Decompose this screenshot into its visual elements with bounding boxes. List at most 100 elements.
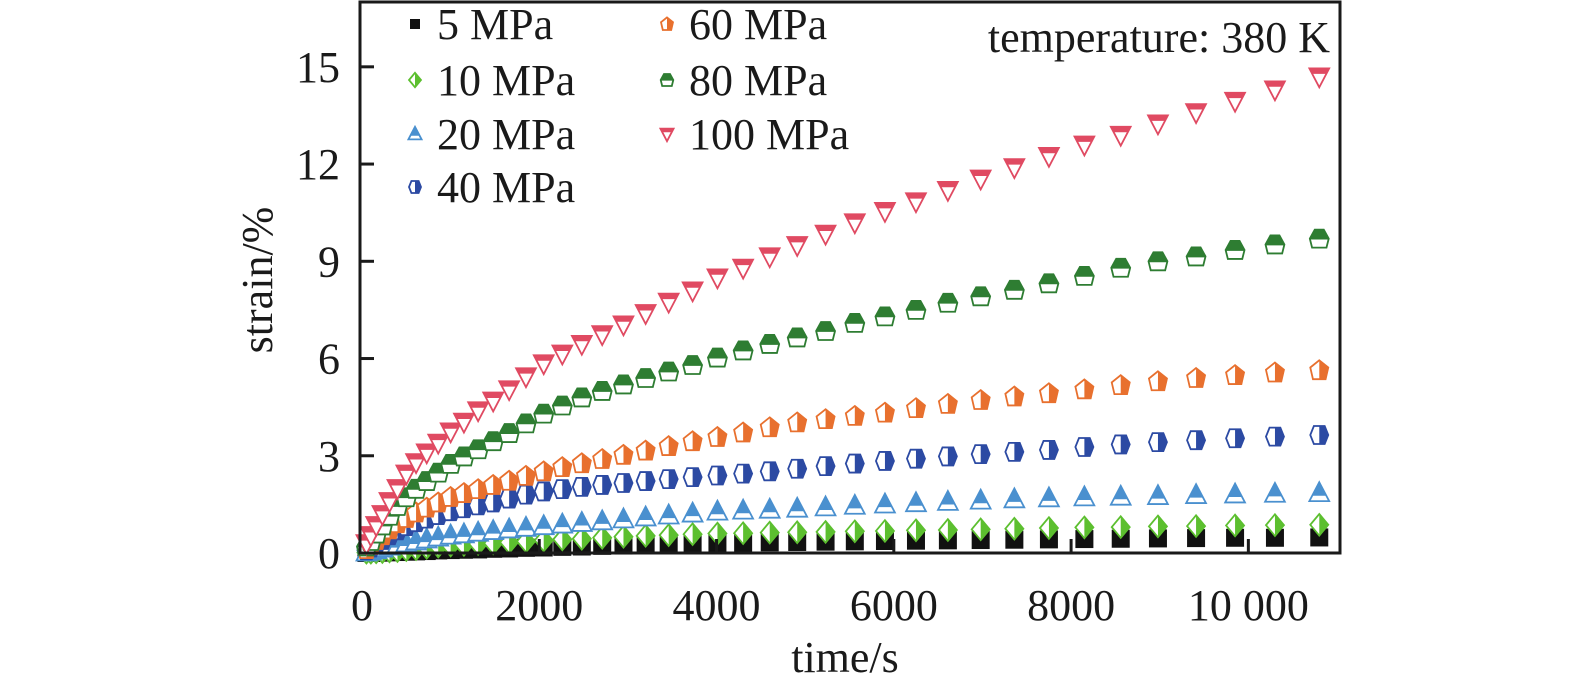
data-point <box>613 473 634 493</box>
data-point <box>1146 114 1170 137</box>
data-point <box>731 258 755 281</box>
data-point <box>1002 158 1026 181</box>
data-point <box>1003 279 1025 300</box>
data-point <box>874 306 896 327</box>
y-tick-label: 6 <box>318 335 340 384</box>
data-point <box>787 411 808 433</box>
data-point <box>759 416 780 438</box>
data-point <box>658 434 679 456</box>
data-point <box>1004 385 1025 407</box>
data-point <box>550 511 574 534</box>
data-point <box>552 479 573 500</box>
data-point <box>1038 382 1059 404</box>
data-point <box>1310 528 1329 547</box>
data-point <box>482 431 504 452</box>
x-tick-label: 6000 <box>850 581 938 630</box>
data-point <box>1038 273 1060 294</box>
data-point <box>481 518 505 540</box>
data-point <box>592 525 613 550</box>
data-point <box>1307 480 1331 503</box>
data-point <box>634 304 658 326</box>
data-point <box>1110 434 1131 455</box>
data-point <box>758 496 782 519</box>
data-point <box>1002 486 1026 509</box>
data-point <box>969 487 993 510</box>
data-point <box>787 520 808 545</box>
data-point <box>612 506 635 529</box>
data-point <box>658 469 679 490</box>
data-point <box>1038 515 1060 541</box>
data-point <box>481 391 505 414</box>
data-point <box>467 439 489 460</box>
data-point <box>466 401 490 424</box>
data-point <box>936 180 960 203</box>
data-point <box>552 456 573 478</box>
data-point <box>404 453 428 475</box>
data-point <box>937 292 959 313</box>
data-point <box>1264 361 1285 383</box>
data-point <box>815 519 836 545</box>
data-point <box>1226 528 1245 547</box>
data-point <box>497 380 521 403</box>
data-point <box>937 446 958 467</box>
data-point <box>514 367 538 390</box>
data-point <box>657 502 681 525</box>
data-point <box>1185 513 1207 539</box>
data-point <box>571 452 592 474</box>
data-point <box>1109 125 1133 148</box>
x-tick-label: 10 000 <box>1188 581 1309 630</box>
data-point <box>1146 483 1170 505</box>
data-point <box>551 395 573 416</box>
data-point <box>1109 483 1133 506</box>
data-point <box>1074 437 1095 457</box>
data-point <box>1147 370 1168 392</box>
data-point <box>386 479 409 501</box>
data-point <box>635 523 656 549</box>
x-tick-label: 8000 <box>1027 581 1115 630</box>
data-point <box>905 397 926 419</box>
data-point <box>515 413 537 434</box>
legend-marker <box>407 71 423 89</box>
data-point <box>732 521 754 546</box>
x-tick-label: 0 <box>351 581 373 630</box>
data-point <box>707 347 728 368</box>
data-point <box>904 192 928 215</box>
data-point <box>1004 441 1025 462</box>
data-point <box>483 473 504 495</box>
legend-label: 40 MPa <box>437 163 575 212</box>
data-point <box>1038 440 1059 460</box>
legend-item: 10 MPa <box>407 56 575 105</box>
legend-marker <box>408 180 422 194</box>
data-point <box>657 292 681 315</box>
data-point <box>970 444 991 465</box>
axis-ticks: 0 2000 4000 6000 8000 10 000 0 3 6 9 12 15 <box>296 43 1309 630</box>
data-point <box>1223 481 1247 504</box>
data-point <box>658 361 680 382</box>
data-point <box>613 524 634 549</box>
data-point <box>706 268 729 291</box>
data-point <box>904 490 928 513</box>
data-point <box>415 443 439 466</box>
data-point <box>706 498 729 521</box>
data-point <box>970 286 992 307</box>
legend-label: 10 MPa <box>437 56 575 105</box>
data-point <box>758 247 782 270</box>
data-point <box>1264 234 1286 255</box>
data-point <box>570 510 594 532</box>
plot-frame <box>358 0 1342 555</box>
data-point <box>497 516 521 539</box>
data-point <box>570 334 594 357</box>
data-point <box>571 526 592 551</box>
data-point <box>905 518 927 543</box>
data-point <box>682 521 703 547</box>
data-point <box>439 422 463 445</box>
legend-label: 5 MPa <box>437 0 553 49</box>
data-point <box>1224 240 1246 260</box>
x-tick-label: 4000 <box>673 581 761 630</box>
data-point <box>1147 514 1169 539</box>
data-point <box>1223 91 1247 114</box>
data-point <box>1264 512 1286 538</box>
data-point <box>1309 425 1330 445</box>
